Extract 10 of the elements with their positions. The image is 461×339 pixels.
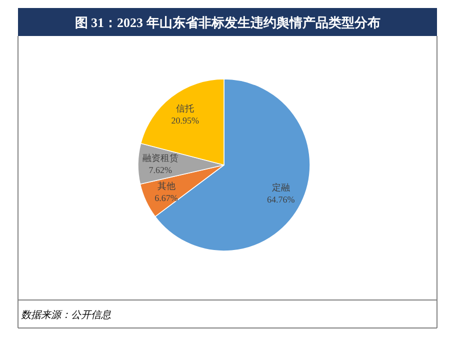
slice-label: 融资租赁 bbox=[142, 153, 178, 164]
chart-title: 图 31：2023 年山东省非标发生违约舆情产品类型分布 bbox=[74, 15, 380, 30]
slice-label: 信托 bbox=[176, 104, 194, 114]
data-label: 6.67% bbox=[154, 192, 178, 203]
slice-label: 定融 bbox=[272, 182, 290, 192]
slice-label: 其他 bbox=[157, 180, 176, 191]
source-note: 数据来源：公开信息 bbox=[21, 309, 111, 321]
data-label: 64.76% bbox=[267, 194, 296, 204]
data-label: 7.62% bbox=[148, 165, 172, 176]
data-label: 20.95% bbox=[171, 116, 200, 126]
